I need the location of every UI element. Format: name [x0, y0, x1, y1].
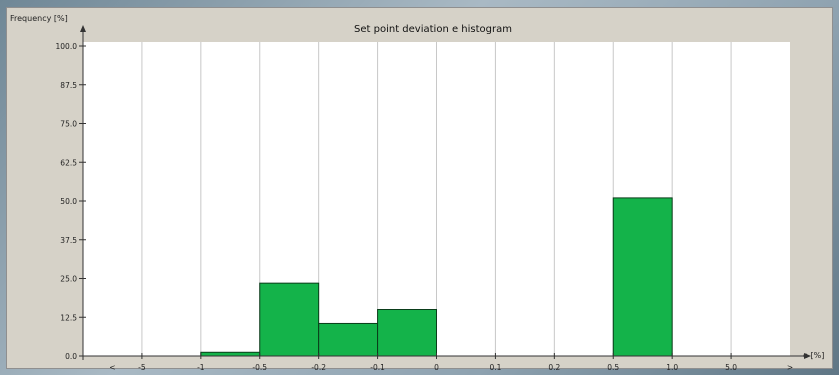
histogram-bar: [200, 351, 261, 357]
x-tick-label: 0.5: [607, 363, 619, 370]
bars: [200, 197, 673, 357]
chart-panel: Set point deviation e histogram Frequenc…: [6, 7, 833, 370]
y-tick-labels: 0.0 12.5 25.0 37.5 50.0 62.5 75.0 87.5 100.0: [56, 42, 86, 361]
y-tick-label: 12.5: [60, 313, 77, 322]
x-axis-label: e [%]: [803, 351, 824, 360]
y-tick-label: 37.5: [60, 236, 77, 245]
y-tick-label: 50.0: [60, 197, 77, 206]
histogram-bar: [377, 309, 438, 357]
y-tick-label: 100.0: [56, 42, 78, 51]
x-tick-label: -5: [138, 363, 146, 370]
chart-title: Set point deviation e histogram: [354, 24, 512, 35]
x-tick-labels: < -5 -1 -0.5 -0.2 -0.1 0 0.1 0.2 0.5 1.0 5.0 >: [109, 353, 793, 370]
x-tick-label: -0.2: [311, 363, 326, 370]
x-tick-label: 1.0: [666, 363, 678, 370]
y-axis-label: Frequency [%]: [10, 14, 68, 23]
histogram-chart: Set point deviation e histogram Frequenc…: [10, 14, 824, 370]
y-tick-label: 25.0: [60, 275, 77, 284]
y-tick-label: 62.5: [60, 158, 77, 167]
x-tick-label: 0: [434, 363, 439, 370]
x-tick-label: 0.2: [548, 363, 560, 370]
x-tick-label: -1: [197, 363, 205, 370]
x-tick-label: 5.0: [725, 363, 737, 370]
axes: [80, 25, 811, 360]
histogram-bar: [318, 322, 379, 357]
x-tick-label: <: [109, 363, 115, 370]
y-tick-label: 0.0: [65, 352, 77, 361]
grid-lines: [83, 42, 790, 356]
x-axis-arrow: [804, 353, 811, 359]
y-axis-arrow: [80, 25, 86, 32]
y-tick-label: 87.5: [60, 81, 77, 90]
x-tick-label: 0.1: [489, 363, 501, 370]
y-tick-label: 75.0: [60, 120, 77, 129]
x-tick-label: >: [787, 363, 793, 370]
histogram-bar: [612, 197, 673, 357]
x-tick-label: -0.5: [252, 363, 267, 370]
x-tick-label: -0.1: [370, 363, 385, 370]
histogram-bar: [259, 282, 320, 357]
